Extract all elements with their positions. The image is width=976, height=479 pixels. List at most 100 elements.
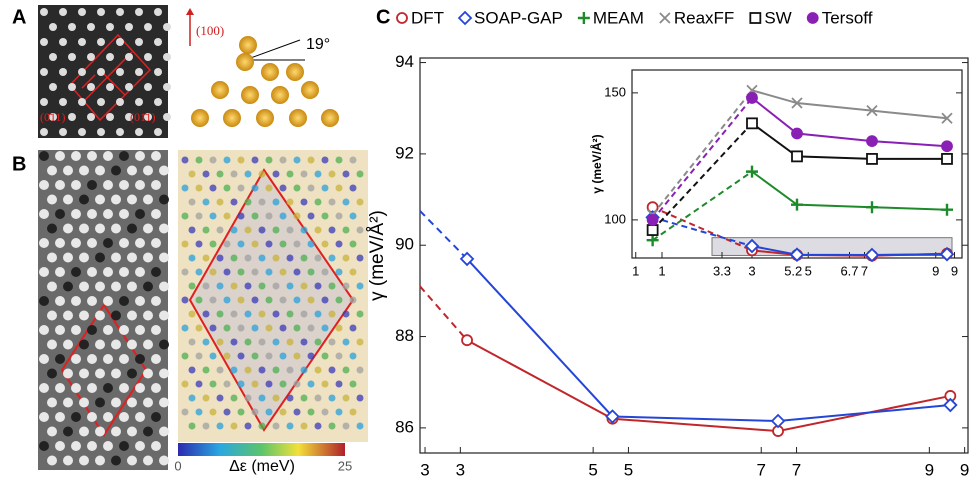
stm-spot [159, 310, 169, 321]
lattice-atom [342, 170, 350, 178]
lattice-atom [258, 422, 266, 430]
lattice-atom [265, 184, 273, 192]
stm-spot [119, 441, 129, 451]
lattice-atom [265, 212, 273, 220]
stm-spot [87, 151, 97, 161]
x-tick-label: 9 [960, 460, 969, 479]
stm-spot [119, 354, 129, 364]
lattice-atom [265, 380, 273, 388]
stm-spot [143, 281, 153, 292]
lattice-atom [342, 394, 350, 402]
marker [791, 97, 803, 109]
lattice-atom [349, 184, 357, 192]
stm-spot [78, 8, 86, 16]
lattice-atom [328, 254, 336, 262]
lattice-atom [307, 296, 315, 304]
x-tick-label: 3 [456, 460, 465, 479]
stm-spot [154, 38, 162, 46]
lattice-atom [349, 156, 357, 164]
lattice-atom [195, 240, 203, 248]
stm-spot [143, 339, 153, 350]
lattice-atom [237, 212, 245, 220]
lattice-atom [349, 380, 357, 388]
marker [746, 117, 758, 130]
lattice-atom [300, 422, 308, 430]
lattice-atom [230, 310, 238, 318]
lattice-atom [279, 184, 287, 192]
marker [646, 213, 659, 226]
marker [939, 246, 955, 262]
marker [941, 203, 953, 216]
stm-spot [159, 339, 169, 350]
stm-spot [143, 397, 153, 408]
stm-spot [79, 368, 89, 379]
stm-spot [78, 128, 86, 136]
lattice-atom [321, 184, 329, 192]
lattice-atom [195, 352, 203, 360]
stm-spot [87, 23, 95, 31]
stm-spot [143, 455, 153, 466]
lattice-atom [237, 352, 245, 360]
stm-spot [135, 412, 145, 422]
stm-spot [87, 53, 95, 61]
lattice-atom [272, 198, 280, 206]
lattice-atom [244, 198, 252, 206]
stm-spot [87, 113, 95, 121]
lattice-atom [314, 394, 322, 402]
stm-spot [103, 180, 113, 190]
stm-spot [127, 223, 137, 234]
stm-spot [163, 53, 171, 61]
stm-spot [135, 441, 145, 451]
marker [646, 234, 659, 247]
stm-spot [103, 325, 113, 335]
atom [286, 63, 304, 81]
x-tick-label: 3.3 [713, 263, 731, 278]
stm-spot [159, 223, 169, 234]
stm-spot [116, 128, 124, 136]
stm-spot [151, 412, 161, 422]
stm-spot [39, 412, 49, 422]
stm-spot [143, 165, 153, 176]
lattice-atom [251, 184, 259, 192]
lattice-atom [356, 394, 364, 402]
stm-spot [135, 68, 143, 76]
stm-spot [135, 267, 145, 277]
stm-spot [40, 8, 48, 16]
stm-spot [95, 426, 105, 437]
direction-label: (100) [196, 23, 224, 38]
lattice-atom [293, 380, 301, 388]
lattice-atom [356, 254, 364, 262]
lattice-atom [356, 310, 364, 318]
stm-spot [163, 23, 171, 31]
stm-spot [79, 310, 89, 321]
lattice-atom [321, 268, 329, 276]
lattice-atom [356, 338, 364, 346]
stm-spot [143, 223, 153, 234]
stm-spot [159, 165, 169, 176]
stm-spot [79, 426, 89, 437]
stm-spot [87, 83, 95, 91]
lattice-atom [300, 198, 308, 206]
lattice-atom [356, 170, 364, 178]
stm-spot [47, 194, 57, 205]
lattice-atom [272, 282, 280, 290]
stm-spot [71, 441, 81, 451]
lattice-atom [181, 380, 189, 388]
lattice-atom [279, 380, 287, 388]
marker [744, 238, 760, 254]
stm-spot [103, 383, 113, 393]
lattice-atom [349, 324, 357, 332]
stm-spot [106, 83, 114, 91]
stm-spot [151, 325, 161, 335]
dashed-line [652, 170, 753, 242]
lattice-atom [216, 422, 224, 430]
lattice-atom [251, 268, 259, 276]
lattice-atom [223, 156, 231, 164]
stm-spot [95, 252, 105, 263]
lattice-atom [293, 296, 301, 304]
stm-spot [63, 281, 73, 292]
marker [791, 150, 803, 163]
stm-spot [119, 325, 129, 335]
stm-spot [78, 38, 86, 46]
